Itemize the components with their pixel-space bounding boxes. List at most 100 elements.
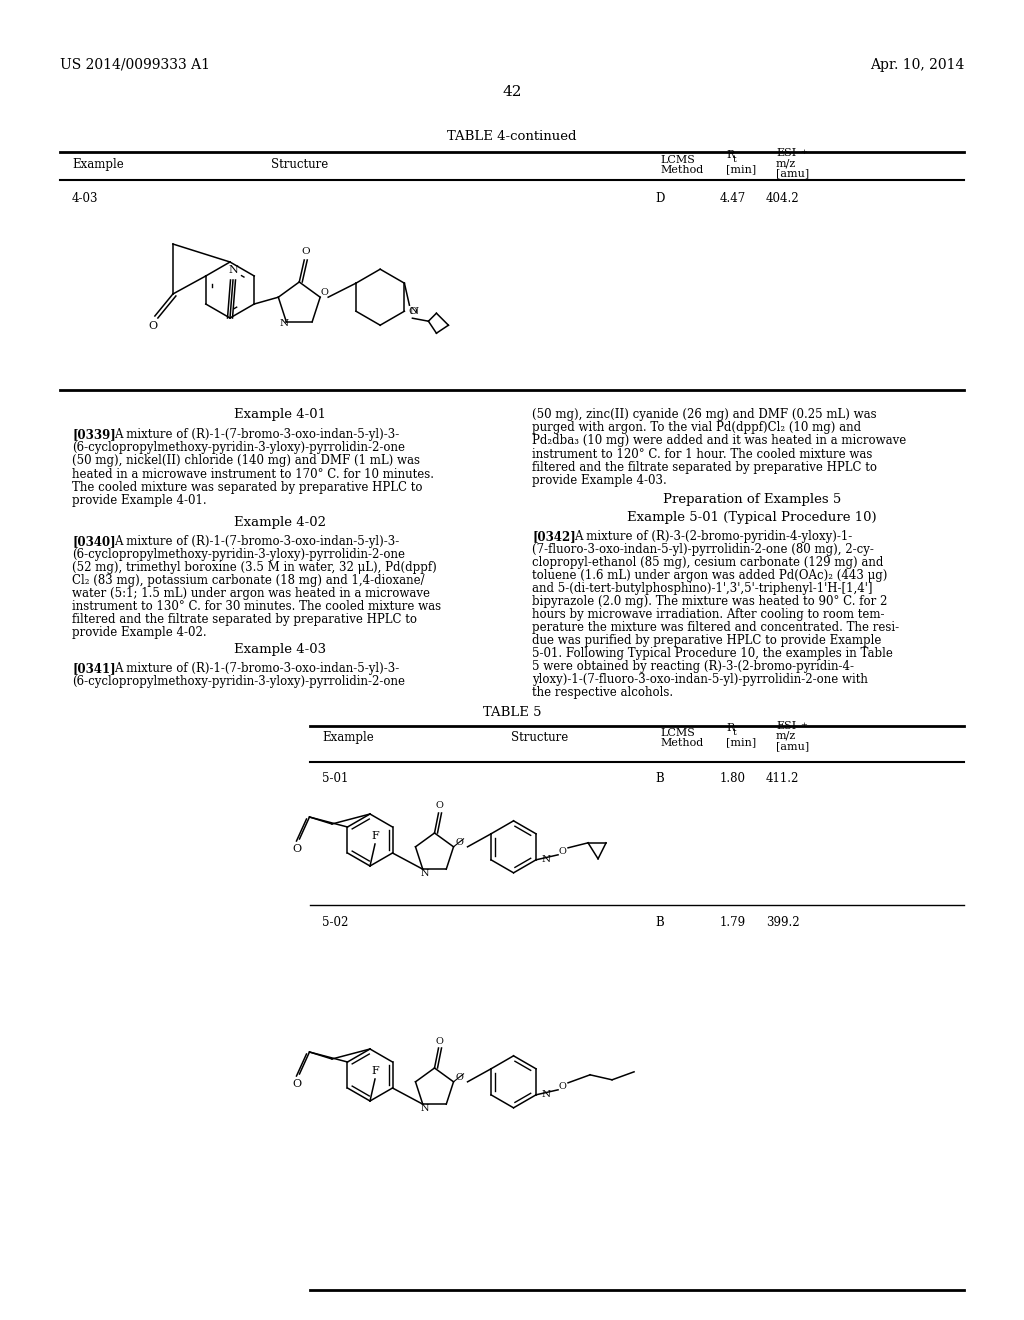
Text: O: O — [456, 838, 464, 847]
Text: [amu]: [amu] — [776, 168, 809, 178]
Text: A mixture of (R)-1-(7-bromo-3-oxo-indan-5-yl)-3-: A mixture of (R)-1-(7-bromo-3-oxo-indan-… — [114, 535, 399, 548]
Text: m/z: m/z — [776, 731, 797, 741]
Text: provide Example 4-03.: provide Example 4-03. — [532, 474, 667, 487]
Text: Method: Method — [660, 738, 703, 748]
Text: Cl₂ (83 mg), potassium carbonate (18 mg) and 1,4-dioxane/: Cl₂ (83 mg), potassium carbonate (18 mg)… — [72, 574, 425, 587]
Text: and 5-(di-tert-butylphosphino)-1',3',5'-triphenyl-1'H-[1,4']: and 5-(di-tert-butylphosphino)-1',3',5'-… — [532, 582, 872, 595]
Text: O: O — [435, 1036, 443, 1045]
Text: Example: Example — [322, 731, 374, 744]
Text: (6-cyclopropylmethoxy-pyridin-3-yloxy)-pyrrolidin-2-one: (6-cyclopropylmethoxy-pyridin-3-yloxy)-p… — [72, 676, 406, 688]
Text: O: O — [148, 321, 158, 331]
Text: 411.2: 411.2 — [766, 772, 800, 785]
Text: N: N — [280, 319, 289, 329]
Text: 399.2: 399.2 — [766, 916, 800, 929]
Text: N: N — [542, 1090, 551, 1100]
Text: 1.79: 1.79 — [720, 916, 746, 929]
Text: N: N — [421, 869, 429, 878]
Text: water (5:1; 1.5 mL) under argon was heated in a microwave: water (5:1; 1.5 mL) under argon was heat… — [72, 587, 430, 601]
Text: instrument to 130° C. for 30 minutes. The cooled mixture was: instrument to 130° C. for 30 minutes. Th… — [72, 601, 441, 612]
Text: 5 were obtained by reacting (R)-3-(2-bromo-pyridin-4-: 5 were obtained by reacting (R)-3-(2-bro… — [532, 660, 854, 673]
Text: (50 mg), nickel(II) chloride (140 mg) and DMF (1 mL) was: (50 mg), nickel(II) chloride (140 mg) an… — [72, 454, 420, 467]
Text: Method: Method — [660, 165, 703, 176]
Text: TABLE 5: TABLE 5 — [482, 706, 542, 719]
Text: O: O — [558, 1082, 566, 1092]
Text: +: + — [800, 148, 807, 156]
Text: due was purified by preparative HPLC to provide Example: due was purified by preparative HPLC to … — [532, 634, 882, 647]
Text: ESI: ESI — [776, 148, 797, 158]
Text: Example 4-02: Example 4-02 — [234, 516, 326, 529]
Text: O: O — [321, 288, 328, 297]
Text: clopropyl-ethanol (85 mg), cesium carbonate (129 mg) and: clopropyl-ethanol (85 mg), cesium carbon… — [532, 556, 884, 569]
Text: (6-cyclopropylmethoxy-pyridin-3-yloxy)-pyrrolidin-2-one: (6-cyclopropylmethoxy-pyridin-3-yloxy)-p… — [72, 441, 406, 454]
Text: Preparation of Examples 5: Preparation of Examples 5 — [663, 492, 841, 506]
Text: [0339]: [0339] — [72, 428, 116, 441]
Text: N: N — [542, 855, 551, 865]
Text: N: N — [410, 306, 419, 315]
Text: [0340]: [0340] — [72, 535, 116, 548]
Text: filtered and the filtrate separated by preparative HPLC to: filtered and the filtrate separated by p… — [72, 612, 417, 626]
Text: [min]: [min] — [726, 164, 757, 174]
Text: 5-02: 5-02 — [322, 916, 348, 929]
Text: Structure: Structure — [271, 158, 329, 172]
Text: t: t — [733, 729, 736, 737]
Text: O: O — [301, 248, 309, 256]
Text: [0341]: [0341] — [72, 663, 116, 675]
Text: O: O — [292, 1078, 301, 1089]
Text: filtered and the filtrate separated by preparative HPLC to: filtered and the filtrate separated by p… — [532, 461, 877, 474]
Text: perature the mixture was filtered and concentrated. The resi-: perature the mixture was filtered and co… — [532, 620, 899, 634]
Text: yloxy)-1-(7-fluoro-3-oxo-indan-5-yl)-pyrrolidin-2-one with: yloxy)-1-(7-fluoro-3-oxo-indan-5-yl)-pyr… — [532, 673, 868, 686]
Text: A mixture of (R)-1-(7-bromo-3-oxo-indan-5-yl)-3-: A mixture of (R)-1-(7-bromo-3-oxo-indan-… — [114, 663, 399, 675]
Text: Structure: Structure — [511, 731, 568, 744]
Text: O: O — [409, 306, 417, 315]
Text: heated in a microwave instrument to 170° C. for 10 minutes.: heated in a microwave instrument to 170°… — [72, 467, 434, 480]
Text: Pd₂dba₃ (10 mg) were added and it was heated in a microwave: Pd₂dba₃ (10 mg) were added and it was he… — [532, 434, 906, 447]
Text: the respective alcohols.: the respective alcohols. — [532, 686, 673, 700]
Text: D: D — [655, 191, 665, 205]
Text: provide Example 4-01.: provide Example 4-01. — [72, 494, 207, 507]
Text: bipyrazole (2.0 mg). The mixture was heated to 90° C. for 2: bipyrazole (2.0 mg). The mixture was hea… — [532, 595, 888, 609]
Text: R: R — [726, 723, 734, 733]
Text: hours by microwave irradiation. After cooling to room tem-: hours by microwave irradiation. After co… — [532, 609, 885, 620]
Text: Example 5-01 (Typical Procedure 10): Example 5-01 (Typical Procedure 10) — [627, 511, 877, 524]
Text: F: F — [371, 1067, 379, 1076]
Text: (52 mg), trimethyl boroxine (3.5 M in water, 32 μL), Pd(dppf): (52 mg), trimethyl boroxine (3.5 M in wa… — [72, 561, 437, 574]
Text: Apr. 10, 2014: Apr. 10, 2014 — [869, 58, 964, 73]
Text: [min]: [min] — [726, 737, 757, 747]
Text: 5-01: 5-01 — [322, 772, 348, 785]
Text: Example 4-01: Example 4-01 — [234, 408, 326, 421]
Text: O: O — [456, 1073, 464, 1082]
Text: LCMS: LCMS — [660, 729, 695, 738]
Text: [amu]: [amu] — [776, 741, 809, 751]
Text: Example: Example — [72, 158, 124, 172]
Text: (50 mg), zinc(II) cyanide (26 mg) and DMF (0.25 mL) was: (50 mg), zinc(II) cyanide (26 mg) and DM… — [532, 408, 877, 421]
Text: B: B — [655, 772, 664, 785]
Text: provide Example 4-02.: provide Example 4-02. — [72, 626, 207, 639]
Text: N: N — [421, 1104, 429, 1113]
Text: A mixture of (R)-3-(2-bromo-pyridin-4-yloxy)-1-: A mixture of (R)-3-(2-bromo-pyridin-4-yl… — [574, 531, 852, 543]
Text: Example 4-03: Example 4-03 — [233, 643, 326, 656]
Text: LCMS: LCMS — [660, 154, 695, 165]
Text: ESI: ESI — [776, 721, 797, 731]
Text: O: O — [558, 847, 566, 857]
Text: purged with argon. To the vial Pd(dppf)Cl₂ (10 mg) and: purged with argon. To the vial Pd(dppf)C… — [532, 421, 861, 434]
Text: 4.47: 4.47 — [720, 191, 746, 205]
Text: [0342]: [0342] — [532, 531, 575, 543]
Text: 404.2: 404.2 — [766, 191, 800, 205]
Text: 4-03: 4-03 — [72, 191, 98, 205]
Text: N: N — [228, 265, 238, 275]
Text: toluene (1.6 mL) under argon was added Pd(OAc)₂ (443 μg): toluene (1.6 mL) under argon was added P… — [532, 569, 888, 582]
Text: A mixture of (R)-1-(7-bromo-3-oxo-indan-5-yl)-3-: A mixture of (R)-1-(7-bromo-3-oxo-indan-… — [114, 428, 399, 441]
Text: 1.80: 1.80 — [720, 772, 746, 785]
Text: R: R — [726, 150, 734, 160]
Text: B: B — [655, 916, 664, 929]
Text: t: t — [733, 154, 736, 164]
Text: O: O — [435, 801, 443, 810]
Text: +: + — [800, 721, 807, 729]
Text: instrument to 120° C. for 1 hour. The cooled mixture was: instrument to 120° C. for 1 hour. The co… — [532, 447, 872, 461]
Text: 42: 42 — [502, 84, 522, 99]
Text: (7-fluoro-3-oxo-indan-5-yl)-pyrrolidin-2-one (80 mg), 2-cy-: (7-fluoro-3-oxo-indan-5-yl)-pyrrolidin-2… — [532, 543, 873, 556]
Text: The cooled mixture was separated by preparative HPLC to: The cooled mixture was separated by prep… — [72, 480, 423, 494]
Text: O: O — [292, 843, 301, 854]
Text: (6-cyclopropylmethoxy-pyridin-3-yloxy)-pyrrolidin-2-one: (6-cyclopropylmethoxy-pyridin-3-yloxy)-p… — [72, 548, 406, 561]
Text: TABLE 4-continued: TABLE 4-continued — [447, 129, 577, 143]
